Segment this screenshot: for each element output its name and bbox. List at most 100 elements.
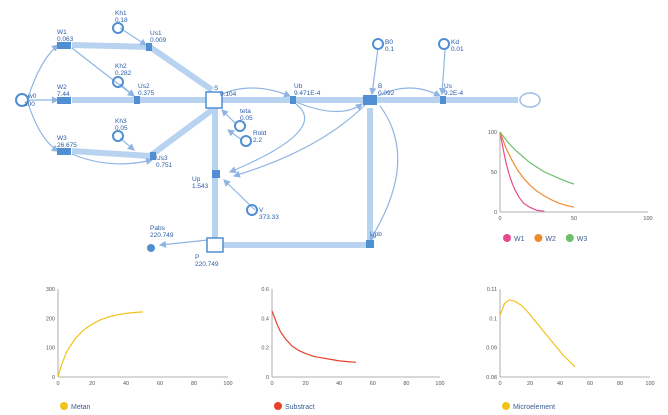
x-tick-label: 20 bbox=[527, 381, 533, 387]
node-V-name: V bbox=[259, 207, 264, 214]
node-V[interactable]: V 373.33 bbox=[246, 204, 279, 221]
node-B[interactable]: B 0.092 bbox=[363, 83, 395, 105]
legend-marker-substract bbox=[274, 402, 282, 410]
y-tick-label: 0.6 bbox=[261, 287, 269, 293]
node-W1-value: 0.063 bbox=[57, 36, 74, 43]
x-tick-label: 60 bbox=[370, 381, 376, 387]
y-tick-label: 0.2 bbox=[261, 346, 269, 352]
node-Kh2-value: 0.282 bbox=[115, 70, 132, 77]
node-Up[interactable]: Up 1.543 bbox=[192, 170, 220, 190]
node-Kh2[interactable]: Kh2 0.282 bbox=[112, 63, 132, 88]
series-line-substract bbox=[271, 310, 357, 363]
y-tick-label: 0 bbox=[52, 375, 55, 381]
node-W3[interactable]: W3 26.675 bbox=[57, 135, 77, 155]
series-line-metan bbox=[57, 311, 144, 378]
node-Upb[interactable]: Upb bbox=[366, 231, 382, 248]
x-tick-label: 40 bbox=[336, 381, 342, 387]
node-W2-name: W2 bbox=[57, 84, 67, 91]
node-Us2[interactable]: Us2 0.375 bbox=[134, 83, 155, 104]
node-Kd-name: Kd bbox=[451, 39, 459, 46]
node-teta[interactable]: teta 0.05 bbox=[234, 108, 253, 132]
flow-w3-s[interactable] bbox=[71, 107, 214, 160]
node-B-value: 0.092 bbox=[378, 90, 395, 97]
legend-marker-metan bbox=[60, 402, 68, 410]
x-tick-label: 40 bbox=[557, 381, 563, 387]
node-Us2-value: 0.375 bbox=[138, 90, 155, 97]
y-tick-label: 0.1 bbox=[489, 316, 497, 322]
x-tick-label: 20 bbox=[89, 381, 95, 387]
node-Up-value: 1.543 bbox=[192, 183, 209, 190]
node-Pabs-value: 220.749 bbox=[150, 232, 174, 239]
node-w0-value: 100 bbox=[24, 101, 35, 108]
node-Us3-name: Us3 bbox=[156, 155, 168, 162]
y-tick-label: 0.08 bbox=[486, 375, 497, 381]
node-Upb-name: Upb bbox=[370, 231, 382, 238]
node-Us-value: 9.2E-4 bbox=[444, 90, 464, 97]
node-w0[interactable]: w0 100 bbox=[15, 93, 37, 108]
y-tick-label: 0.09 bbox=[486, 346, 497, 352]
chart-metan: 0 20 40 60 80 100 0 100 200 300 Metan bbox=[46, 287, 233, 411]
link-lines bbox=[27, 27, 446, 248]
chart-w-series: 0 50 100 0 50 100 W1 W2 W3 bbox=[488, 130, 653, 243]
node-P-name: P bbox=[195, 254, 199, 261]
node-Us3-value: 0.751 bbox=[156, 162, 173, 169]
x-tick-label: 100 bbox=[645, 381, 654, 387]
x-tick-label: 20 bbox=[303, 381, 309, 387]
node-B-name: B bbox=[378, 83, 382, 90]
legend-label-w2: W2 bbox=[545, 236, 556, 243]
node-S[interactable]: S 0.104 bbox=[205, 85, 237, 109]
node-P[interactable]: P 220.749 bbox=[195, 237, 224, 268]
node-Kh1[interactable]: Kh1 0.18 bbox=[112, 10, 128, 34]
node-Us[interactable]: Us 9.2E-4 bbox=[440, 83, 464, 104]
chart-microelement: 0 20 40 60 80 100 0.08 0.09 0.1 0.11 Microelement bbox=[486, 287, 654, 411]
x-tick-label: 60 bbox=[157, 381, 163, 387]
node-Pabs-name: Pabs bbox=[150, 225, 166, 232]
node-Kd[interactable]: Kd 0.01 bbox=[438, 38, 464, 53]
y-tick-label: 100 bbox=[46, 346, 55, 352]
legend-label-metan: Metan bbox=[71, 404, 91, 411]
legend-marker-w2 bbox=[534, 234, 543, 242]
node-Us3[interactable]: Us3 0.751 bbox=[150, 152, 173, 169]
y-tick-label: 50 bbox=[491, 170, 497, 176]
node-Rold-name: Rold bbox=[253, 130, 267, 137]
node-B0[interactable]: B0 0.1 bbox=[372, 38, 394, 53]
node-Up-name: Up bbox=[192, 176, 201, 183]
x-tick-label: 60 bbox=[587, 381, 593, 387]
node-P-value: 220.749 bbox=[195, 261, 219, 268]
x-tick-label: 80 bbox=[191, 381, 197, 387]
node-Us-name: Us bbox=[444, 83, 453, 90]
node-Us1[interactable]: Us1 0.009 bbox=[146, 30, 167, 51]
node-Us1-name: Us1 bbox=[150, 30, 162, 37]
flow-lines bbox=[71, 42, 518, 248]
node-S-value: 0.104 bbox=[220, 91, 237, 98]
x-tick-label: 0 bbox=[270, 381, 273, 387]
node-Us1-value: 0.009 bbox=[150, 37, 167, 44]
node-B0-value: 0.1 bbox=[385, 46, 394, 53]
y-tick-label: 0.11 bbox=[487, 287, 497, 293]
node-Pabs[interactable]: Pabs 220.749 bbox=[147, 225, 174, 252]
x-tick-label: 80 bbox=[617, 381, 623, 387]
nodes: w0 100 W1 0.063 W2 7.44 W3 26.675 Kh1 0.… bbox=[15, 10, 541, 268]
node-teta-name: teta bbox=[240, 108, 251, 115]
node-w0-name: w0 bbox=[27, 93, 37, 100]
node-V-value: 373.33 bbox=[259, 214, 279, 221]
node-W3-value: 26.675 bbox=[57, 142, 77, 149]
y-tick-label: 0 bbox=[494, 210, 497, 216]
x-tick-label: 0 bbox=[56, 381, 59, 387]
node-Kh3[interactable]: Kh3 0.05 bbox=[112, 118, 128, 142]
y-tick-label: 0.4 bbox=[261, 316, 269, 322]
y-tick-label: 200 bbox=[46, 316, 55, 322]
node-W2[interactable]: W2 7.44 bbox=[57, 84, 71, 104]
x-tick-label: 100 bbox=[223, 381, 232, 387]
y-tick-label: 100 bbox=[488, 130, 497, 136]
chart-substract: 0 20 40 60 80 100 0 0.2 0.4 0.6 Substract bbox=[261, 287, 444, 411]
legend-marker-microelement bbox=[502, 402, 510, 410]
node-Ub-value: 9.471E-4 bbox=[294, 90, 321, 97]
legend-label-microelement: Microelement bbox=[513, 404, 555, 411]
series-line-w2 bbox=[499, 131, 575, 208]
node-W1[interactable]: W1 0.063 bbox=[57, 29, 74, 49]
node-Ub[interactable]: Ub 9.471E-4 bbox=[290, 83, 321, 104]
node-Rold[interactable]: Rold 2.2 bbox=[240, 130, 267, 147]
node-Rold-value: 2.2 bbox=[253, 137, 262, 144]
